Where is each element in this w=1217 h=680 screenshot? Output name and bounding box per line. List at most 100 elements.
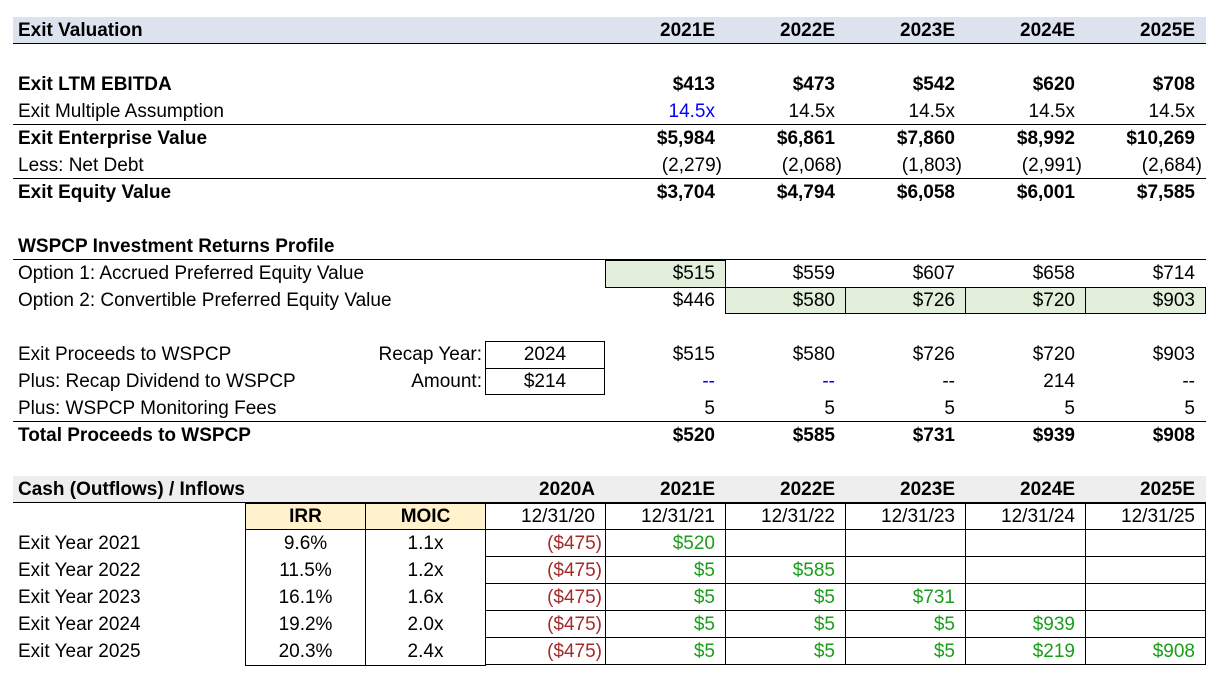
cell: $720: [1032, 290, 1075, 311]
moic-header-cell: [365, 503, 486, 530]
cell: $580: [792, 344, 835, 365]
amount-label: Amount:: [411, 371, 482, 392]
cell: --: [1182, 371, 1195, 392]
cash-inflow-value: $5: [693, 614, 715, 635]
row-label: Exit Year 2023: [18, 587, 141, 608]
year-header: 2024E: [1020, 20, 1075, 41]
cash-inflow-value: $585: [792, 560, 835, 581]
row-label: Exit Proceeds to WSPCP: [18, 344, 232, 365]
cell: $5,984: [656, 128, 715, 149]
cell: 14.5x: [788, 101, 835, 122]
date-header: 12/31/25: [1121, 506, 1195, 527]
moic-value: 2.0x: [407, 614, 444, 635]
cash-outflow-value: ($475): [547, 560, 602, 581]
cell: $903: [1152, 290, 1195, 311]
recap-year-input[interactable]: 2024: [523, 344, 567, 365]
selected-option-cell: [845, 287, 966, 314]
cell: 5: [1064, 398, 1075, 419]
row-label: Option 2: Convertible Preferred Equity V…: [18, 290, 392, 311]
cash-outflow-value: ($475): [547, 614, 602, 635]
cell: $908: [1152, 425, 1195, 446]
cell: $726: [912, 344, 955, 365]
moic-value: 1.6x: [407, 587, 444, 608]
recap-year-label: Recap Year:: [378, 344, 482, 365]
cell: 5: [824, 398, 835, 419]
net-debt-row: Less: Net Debt (2,279) (2,068) (1,803) (…: [0, 152, 1217, 179]
monitoring-fees-row: Plus: WSPCP Monitoring Fees 5 5 5 5 5: [0, 395, 1217, 422]
ltm-ebitda-row: Exit LTM EBITDA $413 $473 $542 $620 $708: [0, 71, 1217, 98]
cell: $7,585: [1136, 182, 1195, 203]
cell: (2,684): [1141, 155, 1202, 176]
cash-inflow-value: $5: [813, 587, 835, 608]
cash-inflow-value: $5: [933, 641, 955, 662]
cell: $714: [1152, 263, 1195, 284]
divider: [13, 259, 1206, 260]
year-header: 2021E: [660, 20, 715, 41]
row-label: Plus: Recap Dividend to WSPCP: [18, 371, 296, 392]
cell: $6,058: [896, 182, 955, 203]
cash-inflow-value: $5: [813, 641, 835, 662]
period-header: 2023E: [900, 479, 955, 500]
date-header: 12/31/21: [641, 506, 715, 527]
selected-option-cell: [725, 287, 846, 314]
cash-outflow-value: ($475): [547, 587, 602, 608]
period-header: 2020A: [539, 479, 595, 500]
cell: $542: [912, 74, 955, 95]
row-label: Exit Equity Value: [18, 182, 172, 203]
row-label: Plus: WSPCP Monitoring Fees: [18, 398, 277, 419]
exit-valuation-header: Exit Valuation 2021E 2022E 2023E 2024E 2…: [0, 17, 1217, 44]
cash-flows-title-row: Cash (Outflows) / Inflows 2020A 2021E 20…: [0, 476, 1217, 503]
cell: 14.5x: [1148, 101, 1195, 122]
year-header: 2023E: [900, 20, 955, 41]
period-header: 2024E: [1020, 479, 1075, 500]
exit-valuation-header-band: [13, 17, 1206, 44]
cell: $515: [672, 344, 715, 365]
cell: 5: [1184, 398, 1195, 419]
row-label: Exit Enterprise Value: [18, 128, 208, 149]
cell: $585: [792, 425, 835, 446]
divider: [13, 502, 1206, 503]
moic-value: 1.1x: [407, 533, 444, 554]
row-label: Exit Multiple Assumption: [18, 101, 224, 122]
cell: (2,991): [1021, 155, 1082, 176]
option2-row: Option 2: Convertible Preferred Equity V…: [0, 287, 1217, 314]
cash-inflow-value: $5: [813, 614, 835, 635]
cell: $6,001: [1016, 182, 1075, 203]
cell: --: [702, 371, 715, 392]
irr-value: 16.1%: [278, 587, 333, 608]
amount-input-box[interactable]: [485, 368, 605, 395]
enterprise-value-row: Exit Enterprise Value $5,984 $6,861 $7,8…: [0, 125, 1217, 152]
row-label: Option 1: Accrued Preferred Equity Value: [18, 263, 365, 284]
cell: $903: [1152, 344, 1195, 365]
option1-row: Option 1: Accrued Preferred Equity Value…: [0, 260, 1217, 287]
cash-inflow-value: $219: [1032, 641, 1075, 662]
exit-proceeds-row: Exit Proceeds to WSPCP Recap Year: 2024 …: [0, 341, 1217, 368]
cell: $473: [792, 74, 835, 95]
cell: 14.5x: [908, 101, 955, 122]
cell: $7,860: [896, 128, 955, 149]
amount-input[interactable]: $214: [523, 371, 567, 392]
irr-value: 9.6%: [283, 533, 328, 554]
row-label: Exit Year 2022: [18, 560, 141, 581]
cell: $658: [1032, 263, 1075, 284]
multiple-input-cell[interactable]: 14.5x: [668, 101, 715, 122]
cell: 5: [704, 398, 715, 419]
cell: $10,269: [1126, 128, 1195, 149]
cell: --: [942, 371, 955, 392]
period-header: 2025E: [1140, 479, 1195, 500]
cash-flows-header-band: [13, 476, 1206, 503]
date-header: 12/31/22: [761, 506, 835, 527]
cell: $620: [1032, 74, 1075, 95]
cell: $6,861: [776, 128, 835, 149]
cell: $8,992: [1016, 128, 1075, 149]
divider: [13, 124, 1206, 125]
cell: $520: [672, 425, 715, 446]
selected-option-cell: [965, 287, 1086, 314]
cell: $413: [672, 74, 715, 95]
cash-inflow-value: $731: [912, 587, 955, 608]
section-title: WSPCP Investment Returns Profile: [18, 236, 335, 257]
section-title: Cash (Outflows) / Inflows: [18, 479, 245, 500]
irr-header: IRR: [289, 506, 322, 527]
row-label: Exit Year 2024: [18, 614, 141, 635]
cell: --: [822, 371, 835, 392]
